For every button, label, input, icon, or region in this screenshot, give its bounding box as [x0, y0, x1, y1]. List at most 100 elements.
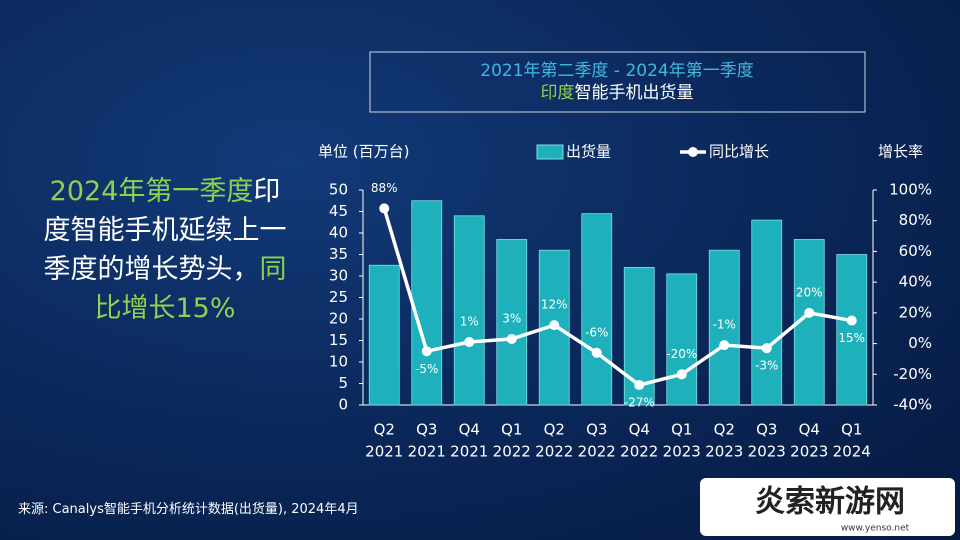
legend-label: 同比增长	[709, 143, 769, 161]
y-tick-label: 20	[329, 310, 348, 328]
x-tick-label: 2022	[578, 443, 616, 461]
x-tick-label: 2023	[748, 443, 786, 461]
y-tick-label: 50	[329, 181, 348, 199]
y-tick-label: 15	[329, 331, 348, 349]
title-part: 印度	[541, 83, 575, 103]
value-label: 15%	[838, 331, 865, 345]
x-tick-label: Q4	[799, 421, 820, 439]
legend-label: 出货量	[566, 143, 611, 161]
y2-tick-label: 60%	[899, 242, 932, 260]
y2-tick-label: 100%	[889, 181, 932, 199]
headline: 2024年第一季度印度智能手机延续上一季度的增长势头，同比增长15%	[40, 172, 290, 328]
y-tick-label: 45	[329, 202, 348, 220]
headline-part: 同比增长	[94, 254, 287, 324]
x-tick-label: Q2	[714, 421, 735, 439]
watermark: 炎索新游网 www.yenso.net	[700, 478, 955, 536]
line-point	[464, 337, 475, 348]
line-point	[676, 369, 687, 380]
value-label: 3%	[502, 311, 521, 325]
x-tick-label: Q2	[544, 421, 565, 439]
x-tick-label: Q1	[671, 421, 692, 439]
line-point	[846, 315, 857, 326]
line-point	[761, 343, 772, 354]
x-tick-label: 2021	[408, 443, 446, 461]
x-tick-label: Q1	[841, 421, 862, 439]
x-tick-label: Q3	[416, 421, 437, 439]
line-point	[549, 320, 560, 331]
value-label: 20%	[796, 285, 823, 299]
bar	[496, 239, 528, 406]
watermark-name: 炎索新游网	[755, 485, 905, 520]
x-tick-label: 2023	[705, 443, 743, 461]
y2-tick-label: 80%	[899, 211, 932, 229]
x-tick-label: 2021	[365, 443, 403, 461]
value-label: 1%	[460, 315, 479, 329]
line-point	[379, 203, 390, 214]
y-tick-label: 35	[329, 245, 348, 263]
value-label: 12%	[541, 298, 568, 312]
x-tick-label: Q3	[756, 421, 777, 439]
y-axis-label: 单位 (百万台)	[318, 143, 409, 161]
x-tick-label: Q4	[459, 421, 480, 439]
headline-part: 印度智能手机延续上一季度的增长势头，	[43, 176, 287, 285]
x-tick-label: Q2	[374, 421, 395, 439]
title-box	[369, 51, 866, 113]
bar	[411, 200, 443, 406]
headline-part: 15%	[175, 293, 236, 324]
bar	[666, 273, 698, 406]
title-part: 智能手机出货量	[575, 83, 694, 103]
bar	[751, 219, 783, 406]
y2-tick-label: 40%	[899, 273, 932, 291]
bar	[836, 254, 868, 406]
x-tick-label: Q4	[629, 421, 650, 439]
y2-axis-label: 增长率	[878, 143, 923, 161]
value-label: 88%	[371, 181, 398, 195]
value-label: -20%	[666, 347, 697, 361]
y-tick-label: 5	[338, 374, 348, 392]
legend-swatch	[688, 147, 698, 157]
line-point	[506, 333, 517, 344]
title-range: 2021年第二季度 - 2024年第一季度	[480, 61, 753, 81]
y-tick-label: 40	[329, 224, 348, 242]
y-tick-label: 25	[329, 288, 348, 306]
line-point	[804, 307, 815, 318]
line-point	[719, 340, 730, 351]
y-tick-label: 0	[338, 396, 348, 414]
value-label: -27%	[624, 396, 655, 410]
line-point	[421, 346, 432, 357]
x-tick-label: 2022	[493, 443, 531, 461]
headline-part: 2024年第一季度	[49, 176, 254, 207]
watermark-url: www.yenso.net	[841, 524, 910, 534]
line-point	[591, 347, 602, 358]
line-point	[634, 380, 645, 391]
x-tick-label: Q3	[586, 421, 607, 439]
bar	[368, 264, 400, 406]
value-label: -5%	[415, 362, 438, 376]
x-tick-label: 2023	[790, 443, 828, 461]
bar	[453, 215, 485, 406]
line	[382, 207, 853, 387]
value-label: -3%	[755, 359, 778, 373]
x-tick-label: 2021	[450, 443, 488, 461]
bar	[581, 213, 613, 406]
x-tick-label: 2024	[833, 443, 871, 461]
value-label: -6%	[585, 325, 608, 339]
title-subject: 印度智能手机出货量	[541, 83, 694, 103]
x-tick-label: Q1	[501, 421, 522, 439]
y-tick-label: 30	[329, 267, 348, 285]
x-tick-label: 2023	[663, 443, 701, 461]
watermark-bg	[700, 478, 955, 536]
x-tick-label: 2022	[620, 443, 658, 461]
y2-tick-label: -40%	[893, 396, 932, 414]
y-tick-label: 10	[329, 353, 348, 371]
value-label: -1%	[713, 318, 736, 332]
bar	[708, 249, 740, 406]
x-tick-label: 2022	[535, 443, 573, 461]
y2-tick-label: -20%	[893, 365, 932, 383]
legend-swatch	[536, 144, 564, 160]
y2-tick-label: 20%	[899, 303, 932, 321]
y2-tick-label: 0%	[908, 334, 932, 352]
source: 来源: Canalys智能手机分析统计数据(出货量), 2024年4月	[18, 502, 359, 517]
